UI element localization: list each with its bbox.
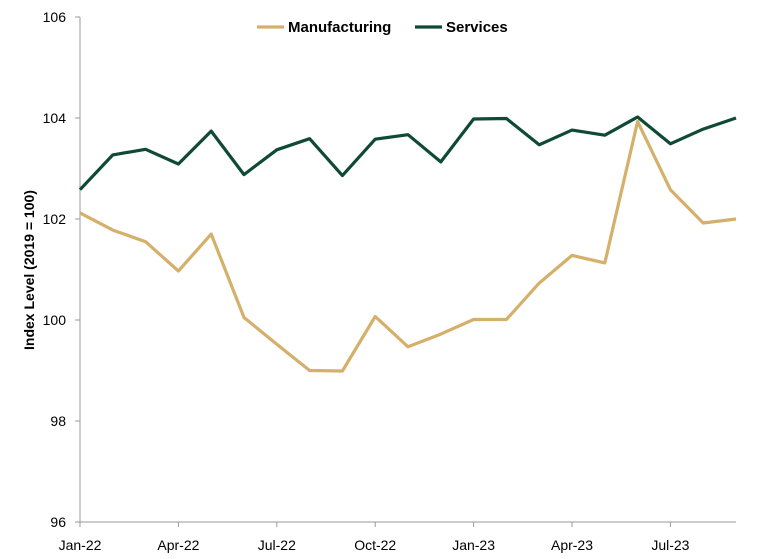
y-tick-label: 102 <box>43 211 67 227</box>
x-tick-label: Apr-23 <box>551 537 593 553</box>
legend: Manufacturing Services <box>257 19 508 36</box>
y-tick-label: 104 <box>43 110 67 126</box>
y-axis-label: Index Level (2019 = 100) <box>21 190 37 350</box>
y-tick-label: 106 <box>43 9 67 25</box>
legend-label-services: Services <box>446 19 508 36</box>
series-line-manufacturing <box>79 119 737 373</box>
x-tick-label: Jul-22 <box>258 537 296 553</box>
y-tick-label: 98 <box>50 413 66 429</box>
x-tick-label: Jan-22 <box>59 537 102 553</box>
x-tick-label: Jan-23 <box>452 537 495 553</box>
axes: 96 98 100 102 104 106 Jan-22 Apr-22 Jul-22 Oct-22… <box>43 9 736 553</box>
y-tick-label: 96 <box>50 514 66 530</box>
y-tick-label: 100 <box>43 312 67 328</box>
x-tick-label: Jul-23 <box>651 537 689 553</box>
x-tick-label: Oct-22 <box>354 537 396 553</box>
series-layer <box>78 115 737 373</box>
series-line-services <box>78 115 737 191</box>
legend-label-manufacturing: Manufacturing <box>288 19 391 36</box>
x-tick-label: Apr-22 <box>157 537 199 553</box>
